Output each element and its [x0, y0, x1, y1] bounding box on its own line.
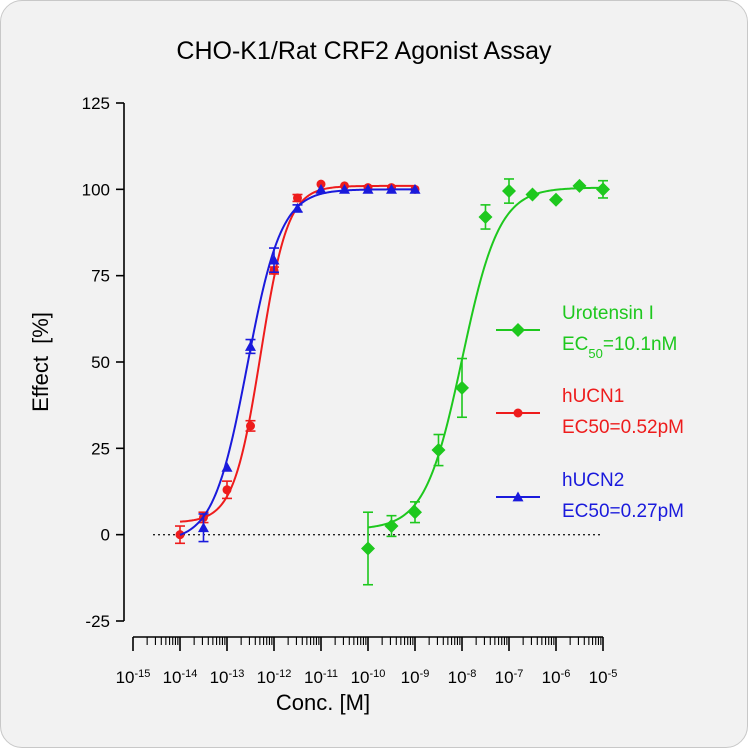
data-point	[408, 505, 422, 520]
data-point	[511, 323, 525, 337]
data-point	[291, 202, 303, 213]
data-point	[513, 408, 523, 418]
x-tick-label: 10-13	[210, 668, 245, 687]
fit-curve	[179, 188, 415, 536]
x-axis-label: Conc. [M]	[276, 690, 370, 715]
y-tick-label: 75	[91, 267, 110, 286]
data-point	[361, 541, 375, 556]
data-point	[292, 193, 302, 203]
y-tick-label: -25	[85, 612, 110, 631]
axes: -25 0 25 50 75 100 125 10-15 10-14 10-13 10-12 10-1…	[82, 94, 618, 687]
x-tick-label: 10-15	[116, 668, 151, 687]
data-point	[431, 443, 446, 458]
data-point	[268, 254, 280, 265]
x-tick-label: 10-14	[163, 668, 198, 687]
x-tick-label: 10-12	[257, 668, 292, 687]
x-tick-label: 10-11	[304, 668, 338, 687]
series-1	[175, 179, 420, 545]
data-point	[197, 522, 209, 533]
fit-curve	[179, 184, 415, 523]
legend-item-2: hUCN2 EC50=0.27pM	[496, 470, 684, 522]
series-2	[179, 183, 421, 543]
data-point	[596, 182, 610, 197]
legend: Urotensin IEC50=10.1nMhUCN1EC50=0.52pMhU…	[496, 303, 684, 522]
legend-label: Urotensin I	[562, 303, 654, 324]
data-point	[338, 183, 350, 194]
data-point	[245, 421, 255, 431]
data-point	[572, 178, 587, 193]
y-tick-label: 100	[82, 180, 110, 199]
data-point	[362, 183, 374, 194]
data-point	[385, 183, 397, 194]
y-tick-label: 125	[82, 94, 110, 113]
y-axis-label: Effect [%]	[28, 312, 53, 412]
data-point	[244, 340, 256, 351]
x-tick-label: 10-9	[401, 668, 430, 687]
legend-ec50: EC50=10.1nM	[562, 334, 677, 361]
y-tick-label: 50	[91, 353, 110, 372]
data-point	[512, 491, 524, 502]
series-0	[361, 178, 610, 586]
legend-ec50: EC50=0.27pM	[562, 501, 684, 522]
x-tick-label: 10-10	[351, 668, 386, 687]
plot-area	[153, 178, 610, 586]
y-tick-label: 25	[91, 439, 110, 458]
data-point	[315, 183, 327, 194]
chart-title: CHO-K1/Rat CRF2 Agonist Assay	[176, 37, 552, 65]
data-point	[409, 183, 421, 194]
data-point	[502, 184, 516, 199]
legend-item-0: Urotensin I EC50=10.1nM	[496, 303, 677, 361]
legend-ec50: EC50=0.52pM	[562, 417, 684, 438]
data-point	[478, 209, 493, 224]
legend-label: hUCN2	[562, 470, 624, 491]
x-tick-label: 10-8	[448, 668, 477, 687]
legend-item-1: hUCN1 EC50=0.52pM	[496, 386, 684, 438]
data-point	[525, 187, 540, 202]
y-tick-label: 0	[101, 526, 110, 545]
fit-curve	[367, 186, 604, 529]
x-tick-label: 10-6	[542, 668, 571, 687]
x-tick-label: 10-7	[495, 668, 524, 687]
data-point	[384, 519, 399, 534]
x-tick-label: 10-5	[589, 668, 618, 687]
legend-label: hUCN1	[562, 386, 624, 407]
data-point	[549, 192, 563, 207]
data-point	[222, 485, 232, 495]
data-point	[455, 380, 469, 395]
data-point	[221, 461, 233, 472]
